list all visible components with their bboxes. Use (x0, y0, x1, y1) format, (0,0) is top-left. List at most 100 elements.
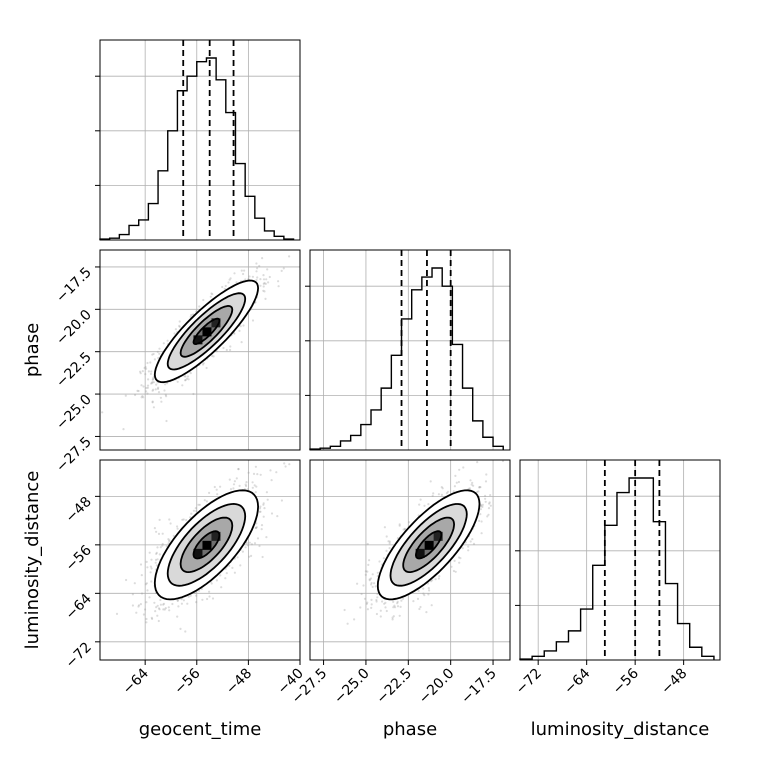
sample-point (155, 564, 158, 567)
sample-point (159, 603, 162, 606)
sample-point (366, 542, 369, 546)
sample-point (163, 389, 166, 392)
sample-point (370, 581, 373, 585)
sample-point (366, 570, 369, 573)
sample-point (263, 290, 266, 293)
sample-point (156, 558, 159, 561)
sample-point (245, 484, 248, 488)
sample-point (251, 486, 254, 489)
sample-point (244, 483, 247, 486)
sample-point (419, 605, 422, 609)
sample-point (156, 546, 159, 549)
sample-point (163, 608, 166, 611)
x-tick-label: −17.5 (458, 666, 500, 708)
sample-point (142, 396, 145, 399)
density-peak (211, 531, 221, 541)
sample-point (388, 542, 391, 545)
sample-point (480, 520, 483, 523)
sample-point (262, 289, 265, 292)
sample-point (256, 473, 259, 476)
sample-point (423, 504, 426, 507)
sample-point (373, 582, 376, 585)
sample-point (140, 574, 143, 577)
sample-point (209, 295, 212, 298)
sample-point (369, 577, 373, 580)
sample-point (239, 564, 242, 567)
sample-point (478, 486, 481, 489)
sample-point (441, 487, 444, 490)
sample-point (382, 557, 385, 560)
sample-point (256, 276, 259, 279)
sample-point (364, 570, 367, 573)
sample-point (472, 484, 475, 487)
sample-point (245, 481, 248, 484)
sample-point (150, 580, 153, 583)
sample-point (454, 474, 457, 477)
sample-point (255, 526, 258, 529)
sample-point (248, 555, 251, 558)
sample-point (255, 485, 258, 488)
sample-point (376, 592, 379, 596)
sample-point (471, 481, 474, 484)
sample-point (396, 600, 399, 604)
sample-point (131, 604, 134, 607)
sample-point (139, 603, 142, 606)
sample-point (252, 472, 256, 475)
sample-point (479, 513, 482, 516)
sample-point (229, 345, 232, 348)
sample-point (233, 332, 236, 335)
sample-point (224, 577, 227, 580)
sample-point (254, 491, 257, 494)
y-axis-label-phase: phase (22, 323, 43, 377)
sample-point (427, 593, 430, 596)
sample-point (269, 469, 272, 472)
sample-point (480, 532, 483, 535)
sample-point (149, 571, 152, 574)
y-tick-label: −56 (63, 542, 95, 574)
x-tick-label: −56 (171, 665, 203, 697)
sample-point (231, 566, 234, 570)
sample-point (184, 379, 187, 382)
sample-point (182, 518, 185, 521)
sample-point (151, 382, 154, 385)
sample-point (168, 540, 171, 543)
sample-point (391, 616, 394, 619)
sample-point (368, 579, 371, 582)
sample-point (422, 587, 425, 590)
sample-point (392, 600, 395, 604)
sample-point (228, 278, 231, 281)
sample-point (371, 573, 374, 576)
sample-point (197, 503, 200, 506)
sample-point (151, 617, 154, 621)
sample-point (154, 561, 157, 564)
sample-point (221, 285, 224, 289)
sample-point (145, 617, 148, 621)
sample-point (251, 275, 254, 278)
sample-point (151, 400, 154, 403)
sample-point (277, 285, 280, 288)
sample-point (124, 394, 127, 397)
sample-point (154, 610, 157, 613)
sample-point (429, 480, 432, 483)
sample-point (253, 542, 257, 545)
sample-point (152, 376, 155, 379)
sample-point (398, 614, 401, 617)
sample-point (259, 278, 262, 281)
sample-point (154, 558, 158, 562)
sample-point (393, 604, 396, 607)
density-peak (202, 540, 212, 550)
sample-point (145, 560, 148, 564)
sample-point (384, 601, 387, 604)
sample-point (238, 329, 241, 332)
sample-point (422, 592, 425, 595)
sample-point (423, 594, 426, 597)
histogram-phase (309, 267, 504, 450)
sample-point (229, 348, 232, 352)
sample-point (467, 549, 470, 552)
sample-point (160, 400, 163, 403)
sample-point (159, 598, 162, 602)
sample-point (457, 480, 460, 484)
y-axis-label-luminosity-distance: luminosity_distance (22, 471, 43, 650)
sample-point (363, 597, 367, 600)
sample-point (501, 460, 505, 463)
